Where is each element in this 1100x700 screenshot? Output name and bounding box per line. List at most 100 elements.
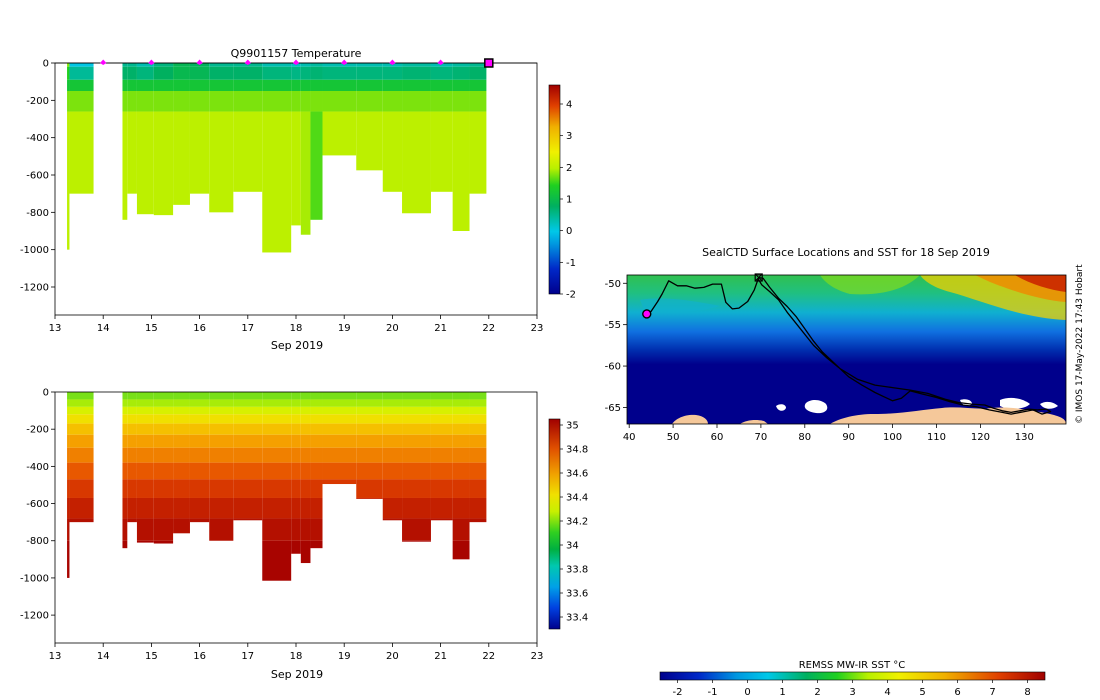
salinity-profile-column <box>300 392 311 564</box>
temperature-cell <box>173 79 190 91</box>
salinity-cell <box>209 434 234 448</box>
colorbar-tick-label: 34.4 <box>566 493 588 504</box>
salinity-profile-column <box>69 392 94 523</box>
salinity-cell <box>469 392 487 400</box>
salinity-cell <box>233 518 263 521</box>
salinity-cell <box>322 479 357 485</box>
salinity-cell <box>310 540 323 549</box>
salinity-cell <box>69 399 94 407</box>
temperature-profile-column <box>67 63 70 250</box>
temperature-cell <box>209 63 234 67</box>
temperature-cell <box>310 111 323 220</box>
temperature-cell <box>356 111 383 171</box>
salinity-cell <box>136 392 154 400</box>
salinity-cell <box>136 406 154 415</box>
salinity-cell <box>402 414 431 424</box>
salinity-cell <box>430 392 453 400</box>
colorbar-tick-label: 33.4 <box>566 613 588 624</box>
salinity-profile-column <box>382 392 403 521</box>
salinity-cell <box>402 540 431 542</box>
salinity-cell <box>291 447 301 463</box>
salinity-cell <box>469 414 487 424</box>
salinity-cell <box>122 540 128 549</box>
salinity-cell <box>382 434 403 448</box>
temperature-cell <box>122 111 128 220</box>
current-position-marker <box>484 58 494 68</box>
salinity-cell <box>153 414 174 424</box>
salinity-cell <box>469 447 487 463</box>
salinity-cell <box>69 414 94 424</box>
salinity-profile-column <box>153 392 174 544</box>
temperature-cell <box>67 66 70 80</box>
colorbar-tick-label: -1 <box>708 687 718 698</box>
salinity-cell <box>122 462 128 480</box>
y-tick-label: -1000 <box>20 245 49 256</box>
salinity-profile-column <box>67 392 70 578</box>
temperature-cell <box>452 66 470 80</box>
salinity-cell <box>452 392 470 400</box>
temperature-cell <box>209 79 234 91</box>
longitude-tick-label: 40 <box>623 432 636 443</box>
y-tick-label: -200 <box>26 425 49 436</box>
salinity-cell <box>69 497 94 519</box>
temperature-cell <box>452 79 470 91</box>
current-position-marker <box>754 273 763 282</box>
salinity-cell <box>300 447 311 463</box>
y-tick-label: -800 <box>26 536 49 547</box>
salinity-cell <box>262 462 292 480</box>
salinity-cell <box>262 392 292 400</box>
salinity-cell <box>67 518 70 541</box>
salinity-cell <box>173 434 190 448</box>
surface-marker <box>244 59 251 65</box>
salinity-cell <box>209 497 234 519</box>
salinity-cell <box>136 414 154 424</box>
x-tick-label: 20 <box>386 323 399 334</box>
y-tick-label: -1000 <box>20 573 49 584</box>
salinity-cell <box>136 462 154 480</box>
salinity-cell <box>291 392 301 400</box>
salinity-cell <box>122 423 128 435</box>
temperature-profile-column <box>122 63 128 220</box>
salinity-cell <box>153 497 174 519</box>
salinity-profile-column <box>233 392 263 521</box>
salinity-profile-column <box>322 392 357 485</box>
temperature-cell <box>173 66 190 80</box>
salinity-cell <box>189 447 210 463</box>
temperature-cell <box>209 66 234 80</box>
salinity-cell <box>173 423 190 435</box>
salinity-cell <box>430 423 453 435</box>
salinity-cell <box>69 462 94 480</box>
surface-marker <box>196 59 203 65</box>
x-tick-label: 13 <box>49 651 62 662</box>
x-tick-label: 15 <box>145 651 158 662</box>
temperature-cell <box>300 91 311 112</box>
temperature-cell <box>382 91 403 112</box>
temperature-profile-column <box>356 63 383 171</box>
salinity-cell <box>189 392 210 400</box>
colorbar-tick-label: 34 <box>566 541 579 552</box>
salinity-cell <box>469 434 487 448</box>
salinity-cell <box>452 423 470 435</box>
temperature-cell <box>69 91 94 112</box>
salinity-cell <box>452 434 470 448</box>
colorbar-tick-label: 0 <box>744 687 750 698</box>
temperature-cell <box>430 66 453 80</box>
salinity-cell <box>189 497 210 519</box>
salinity-cell <box>122 518 128 541</box>
colorbar-tick-label: 35 <box>566 421 579 432</box>
temperature-cell <box>469 91 487 112</box>
temperature-profile-column <box>291 63 301 226</box>
colorbar-tick-label: 2 <box>566 163 572 174</box>
salinity-cell <box>69 518 94 523</box>
salinity-cell <box>291 423 301 435</box>
salinity-cell <box>300 414 311 424</box>
latitude-tick-label: -60 <box>605 362 621 373</box>
temperature-cell <box>153 111 174 216</box>
salinity-cell <box>430 399 453 407</box>
salinity-cell <box>127 462 137 480</box>
salinity-cell <box>209 423 234 435</box>
temperature-cell <box>402 111 431 214</box>
salinity-cell <box>67 406 70 415</box>
